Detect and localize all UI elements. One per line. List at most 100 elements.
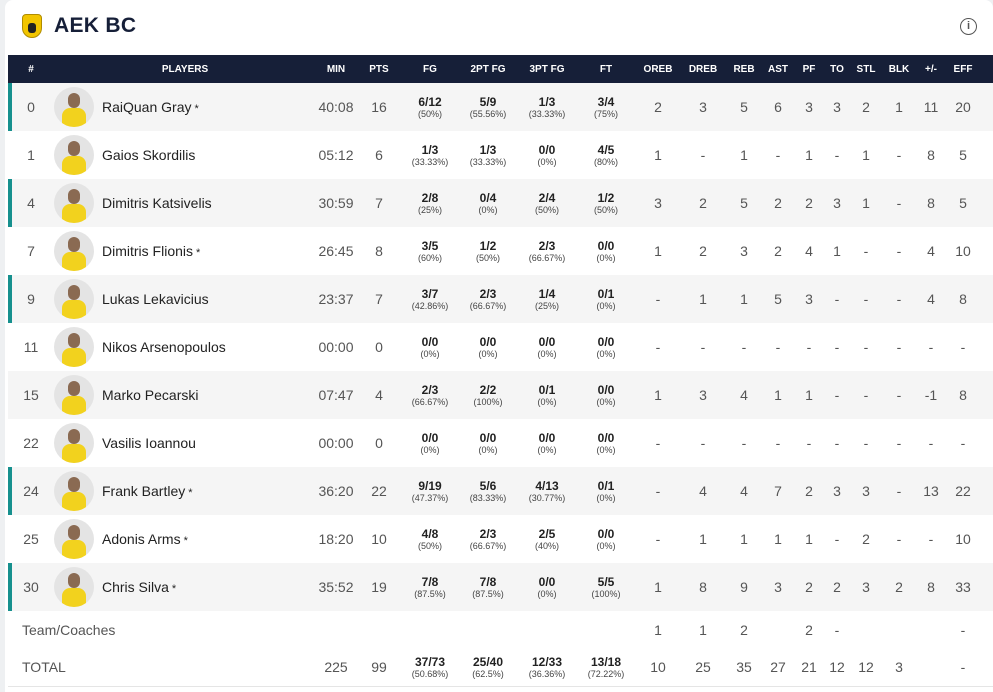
stat-pm: 8	[927, 579, 935, 595]
field-goals-cell: 4/8 (50%)	[402, 527, 458, 551]
column-header[interactable]: STL	[856, 63, 876, 75]
stat-pm: 4	[927, 291, 935, 307]
table-row[interactable]: 9 Lukas Lekavicius 23:37 7 3/7 (42.86%) 2/3 (66…	[8, 275, 993, 323]
column-header[interactable]: DREB	[688, 63, 718, 75]
player-name-link[interactable]: Lukas Lekavicius	[102, 291, 212, 307]
photo-jersey	[62, 444, 86, 463]
field-goals-pct: (33.33%)	[411, 157, 449, 167]
column-header[interactable]: BLK	[888, 63, 910, 75]
free-throws-pct: (0%)	[596, 253, 616, 263]
free-throws: 0/0	[597, 335, 615, 349]
player-name[interactable]: Frank Bartley	[102, 483, 186, 499]
player-name-link[interactable]: Marko Pecarski	[102, 387, 201, 403]
player-name[interactable]: Lukas Lekavicius	[102, 291, 209, 307]
field-goals-pct: (66.67%)	[411, 397, 449, 407]
player-cell[interactable]: Dimitris Katsivelis	[54, 183, 316, 223]
stat-oreb: 1	[654, 579, 662, 595]
stat-stl: -	[863, 243, 869, 259]
player-photo	[54, 327, 94, 367]
table-row[interactable]: 30 Chris Silva * 35:52 19 7/8 (87.5%) 7/8 (87.5%…	[8, 563, 993, 611]
stat-blk: -	[896, 483, 902, 499]
table-row[interactable]: 1 Gaios Skordilis 05:12 6 1/3 (33.33%) 1/3 (33.…	[8, 131, 993, 179]
column-header[interactable]: PLAYERS	[161, 63, 209, 75]
table-row[interactable]: 11 Nikos Arsenopoulos 00:00 0 0/0 (0%) 0/0 (0%)…	[8, 323, 993, 371]
table-row[interactable]: 4 Dimitris Katsivelis 30:59 7 2/8 (25%) 0/4 (0%…	[8, 179, 993, 227]
photo-head	[68, 285, 80, 300]
stat-reb: 4	[740, 387, 748, 403]
column-header[interactable]: REB	[733, 63, 755, 75]
total-field-goals-cell: 37/73 (50.68%)	[402, 655, 458, 679]
player-name-link[interactable]: RaiQuan Gray *	[102, 99, 199, 115]
player-name-link[interactable]: Adonis Arms *	[102, 531, 188, 547]
player-cell[interactable]: Adonis Arms *	[54, 519, 316, 559]
column-header[interactable]: EFF	[953, 63, 973, 75]
player-cell[interactable]: Lukas Lekavicius	[54, 279, 316, 319]
table-row[interactable]: 22 Vasilis Ioannou 00:00 0 0/0 (0%) 0/0 (0%) 0/0…	[8, 419, 993, 467]
stat-to: 3	[833, 195, 841, 211]
total-minutes: 225	[324, 659, 348, 675]
free-throws-pct: (0%)	[596, 445, 616, 455]
table-row[interactable]: 7 Dimitris Flionis * 26:45 8 3/5 (60%) 1/2 (50%)…	[8, 227, 993, 275]
table-row[interactable]: 25 Adonis Arms * 18:20 10 4/8 (50%) 2/3 (66.67%)…	[8, 515, 993, 563]
stat-dreb: 8	[699, 579, 707, 595]
player-name[interactable]: RaiQuan Gray	[102, 99, 192, 115]
player-name-link[interactable]: Nikos Arsenopoulos	[102, 339, 229, 355]
two-point: 1/3	[479, 143, 497, 157]
player-cell[interactable]: Chris Silva *	[54, 567, 316, 607]
three-point-cell: 2/4 (50%)	[518, 191, 576, 215]
player-name-link[interactable]: Dimitris Flionis *	[102, 243, 200, 259]
table-row[interactable]: 0 RaiQuan Gray * 40:08 16 6/12 (50%) 5/9 (55.56%…	[8, 83, 993, 131]
player-name[interactable]: Marko Pecarski	[102, 387, 199, 403]
table-row[interactable]: 24 Frank Bartley * 36:20 22 9/19 (47.37%) 5/6 (8…	[8, 467, 993, 515]
column-header[interactable]: FT	[599, 63, 613, 75]
player-cell[interactable]: Marko Pecarski	[54, 375, 316, 415]
total-two-point-pct: (62.5%)	[472, 669, 504, 679]
player-name[interactable]: Chris Silva	[102, 579, 169, 595]
column-header[interactable]: AST	[768, 63, 788, 75]
player-name[interactable]: Vasilis Ioannou	[102, 435, 196, 451]
info-icon[interactable]: i	[960, 18, 977, 35]
player-name[interactable]: Adonis Arms	[102, 531, 181, 547]
player-name-link[interactable]: Vasilis Ioannou	[102, 435, 199, 451]
player-cell[interactable]: RaiQuan Gray *	[54, 87, 316, 127]
stat-oreb: 1	[654, 147, 662, 163]
photo-head	[68, 381, 80, 396]
stat-oreb: -	[655, 531, 661, 547]
column-header[interactable]: PTS	[369, 63, 389, 75]
player-name[interactable]: Gaios Skordilis	[102, 147, 196, 163]
column-header[interactable]: MIN	[326, 63, 346, 75]
player-name-link[interactable]: Chris Silva *	[102, 579, 176, 595]
player-name[interactable]: Dimitris Flionis	[102, 243, 193, 259]
player-name[interactable]: Nikos Arsenopoulos	[102, 339, 226, 355]
column-header[interactable]: TO	[830, 63, 844, 75]
table-row[interactable]: 15 Marko Pecarski 07:47 4 2/3 (66.67%) 2/2 (100…	[8, 371, 993, 419]
player-cell[interactable]: Nikos Arsenopoulos	[54, 327, 316, 367]
three-point-pct: (0%)	[537, 157, 557, 167]
free-throws: 1/2	[597, 191, 615, 205]
column-header[interactable]: PF	[802, 63, 816, 75]
stat-blk: 1	[895, 99, 903, 115]
player-cell[interactable]: Frank Bartley *	[54, 471, 316, 511]
column-header[interactable]: #	[28, 63, 34, 75]
column-header[interactable]: 3PT FG	[529, 63, 565, 75]
column-header[interactable]: +/-	[925, 63, 937, 75]
player-cell[interactable]: Vasilis Ioannou	[54, 423, 316, 463]
player-name[interactable]: Dimitris Katsivelis	[102, 195, 212, 211]
column-header[interactable]: 2PT FG	[470, 63, 506, 75]
player-cell[interactable]: Dimitris Flionis *	[54, 231, 316, 271]
column-header[interactable]: OREB	[643, 63, 673, 75]
player-name-link[interactable]: Dimitris Katsivelis	[102, 195, 215, 211]
jersey-number: 7	[27, 243, 35, 259]
player-name-link[interactable]: Frank Bartley *	[102, 483, 193, 499]
player-name-link[interactable]: Gaios Skordilis	[102, 147, 198, 163]
minutes: 00:00	[318, 435, 354, 451]
points: 0	[375, 339, 383, 355]
three-point: 2/3	[538, 239, 556, 253]
field-goals-cell: 0/0 (0%)	[402, 431, 458, 455]
column-header[interactable]: FG	[423, 63, 437, 75]
player-cell[interactable]: Gaios Skordilis	[54, 135, 316, 175]
stat-pf: 2	[805, 622, 813, 638]
free-throws: 0/1	[597, 479, 615, 493]
stat-oreb: 1	[654, 387, 662, 403]
points: 10	[371, 531, 387, 547]
